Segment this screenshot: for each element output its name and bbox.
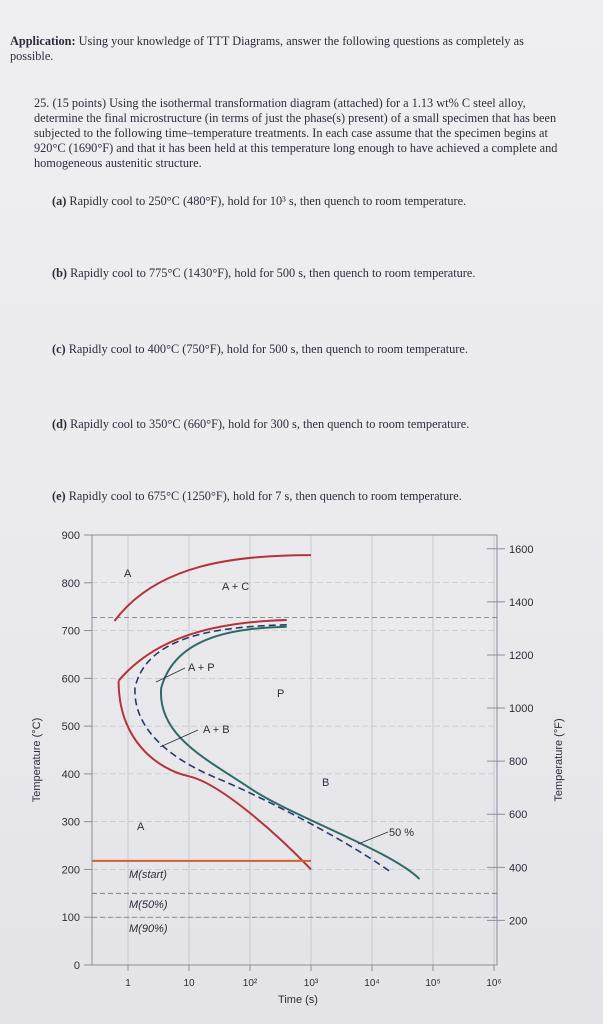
y-tick-label-right: 200: [509, 915, 527, 927]
y-axis-label-right: Temperature (°F): [553, 718, 565, 801]
y-tick-label-right: 1000: [509, 703, 533, 715]
part-d: (d) Rapidly cool to 350°C (660°F), hold …: [52, 417, 469, 432]
y-tick-label-left: 300: [62, 817, 80, 829]
y-tick-label-left: 100: [62, 912, 80, 924]
x-tick-label: 1: [125, 978, 131, 989]
instructions-text: Using your knowledge of TTT Diagrams, an…: [10, 34, 524, 63]
part-a: (a) Rapidly cool to 250°C (480°F), hold …: [52, 194, 466, 209]
x-tick-label: 10²: [243, 978, 258, 989]
leader-a-plus-p: [155, 667, 186, 683]
start-curve-lower: [117, 680, 312, 871]
question-text: Using the isothermal transformation diag…: [34, 96, 558, 170]
region-label-a-plus-c: A + C: [222, 581, 249, 593]
instructions: Application: Using your knowledge of TTT…: [10, 34, 570, 64]
part-label: (d): [52, 417, 68, 431]
part-c: (c) Rapidly cool to 400°C (750°F), hold …: [52, 342, 468, 357]
y-tick-label-right: 600: [509, 809, 527, 821]
part-label: (b): [52, 266, 68, 280]
y-tick-label-right: 1600: [509, 544, 533, 556]
leader-50-percent: [357, 831, 389, 845]
question-25: 25. (15 points) Using the isothermal tra…: [34, 96, 574, 171]
y-axis-label-left: Temperature (°C): [31, 718, 43, 802]
part-text: Rapidly cool to 775°C (1430°F), hold for…: [70, 266, 476, 280]
question-points: (15 points): [52, 96, 107, 110]
chart-curves: [92, 554, 497, 918]
y-tick-label-left: 700: [62, 626, 80, 638]
part-text: Rapidly cool to 250°C (480°F), hold for …: [69, 194, 467, 208]
part-text: Rapidly cool to 675°C (1250°F), hold for…: [68, 489, 462, 503]
m-90-label: M(90%): [129, 923, 168, 935]
start-curve-upper: [117, 619, 287, 682]
y-tick-label-right: 800: [509, 756, 527, 768]
region-label-b: B: [322, 777, 329, 789]
region-label-a-plus-p: A + P: [188, 662, 215, 674]
x-tick-label: 10³: [304, 978, 319, 989]
part-text: Rapidly cool to 350°C (660°F), hold for …: [70, 417, 470, 431]
y-tick-label-left: 500: [62, 721, 80, 733]
part-label: (c): [52, 342, 66, 356]
region-label-50-percent: 50 %: [389, 827, 414, 839]
x-tick-label: 10⁴: [364, 978, 379, 989]
application-label: Application:: [10, 34, 76, 48]
y-tick-label-right: 1400: [509, 597, 533, 609]
plot-frame: [91, 534, 498, 966]
ttt-diagram: 1 10 10² 10³ 10⁴ 10⁵ 10⁶ 0 100 200 300 400 500 600 700…: [31, 530, 565, 1006]
y-tick-label-left: 200: [62, 864, 80, 876]
part-label: (a): [52, 194, 67, 208]
y-tick-label-left: 800: [62, 578, 80, 590]
y-tick-label-right: 400: [509, 862, 527, 874]
region-label-a-plus-b: A + B: [203, 724, 230, 736]
region-label-a-bottom: A: [137, 821, 145, 833]
m-start-label: M(start): [129, 869, 167, 881]
leader-a-plus-b: [159, 729, 199, 748]
part-label: (e): [52, 489, 66, 503]
y-tick-label-left: 600: [62, 673, 80, 685]
part-e: (e) Rapidly cool to 675°C (1250°F), hold…: [52, 489, 462, 504]
y-tick-label-left: 900: [62, 530, 80, 542]
x-tick-label: 10⁶: [486, 978, 501, 989]
x-axis-label: Time (s): [278, 994, 318, 1006]
part-b: (b) Rapidly cool to 775°C (1430°F), hold…: [52, 266, 475, 281]
part-text: Rapidly cool to 400°C (750°F), hold for …: [68, 342, 468, 356]
proeutectoid-start-curve: [113, 554, 312, 622]
x-tick-label: 10: [183, 978, 195, 989]
chart-ticks: 1 10 10² 10³ 10⁴ 10⁵ 10⁶ 0 100 200 300 400 500 600 700…: [62, 530, 534, 989]
y-tick-label-left: 0: [74, 960, 80, 972]
region-label-a-top: A: [124, 568, 132, 580]
region-label-p: P: [277, 688, 284, 700]
y-tick-label-right: 1200: [509, 650, 533, 662]
fifty-percent-curve: [134, 624, 391, 873]
x-tick-label: 10⁵: [425, 978, 440, 989]
question-number: 25.: [34, 96, 50, 110]
finish-curve: [160, 625, 421, 880]
m-50-label: M(50%): [129, 899, 168, 911]
y-tick-label-left: 400: [62, 769, 80, 781]
